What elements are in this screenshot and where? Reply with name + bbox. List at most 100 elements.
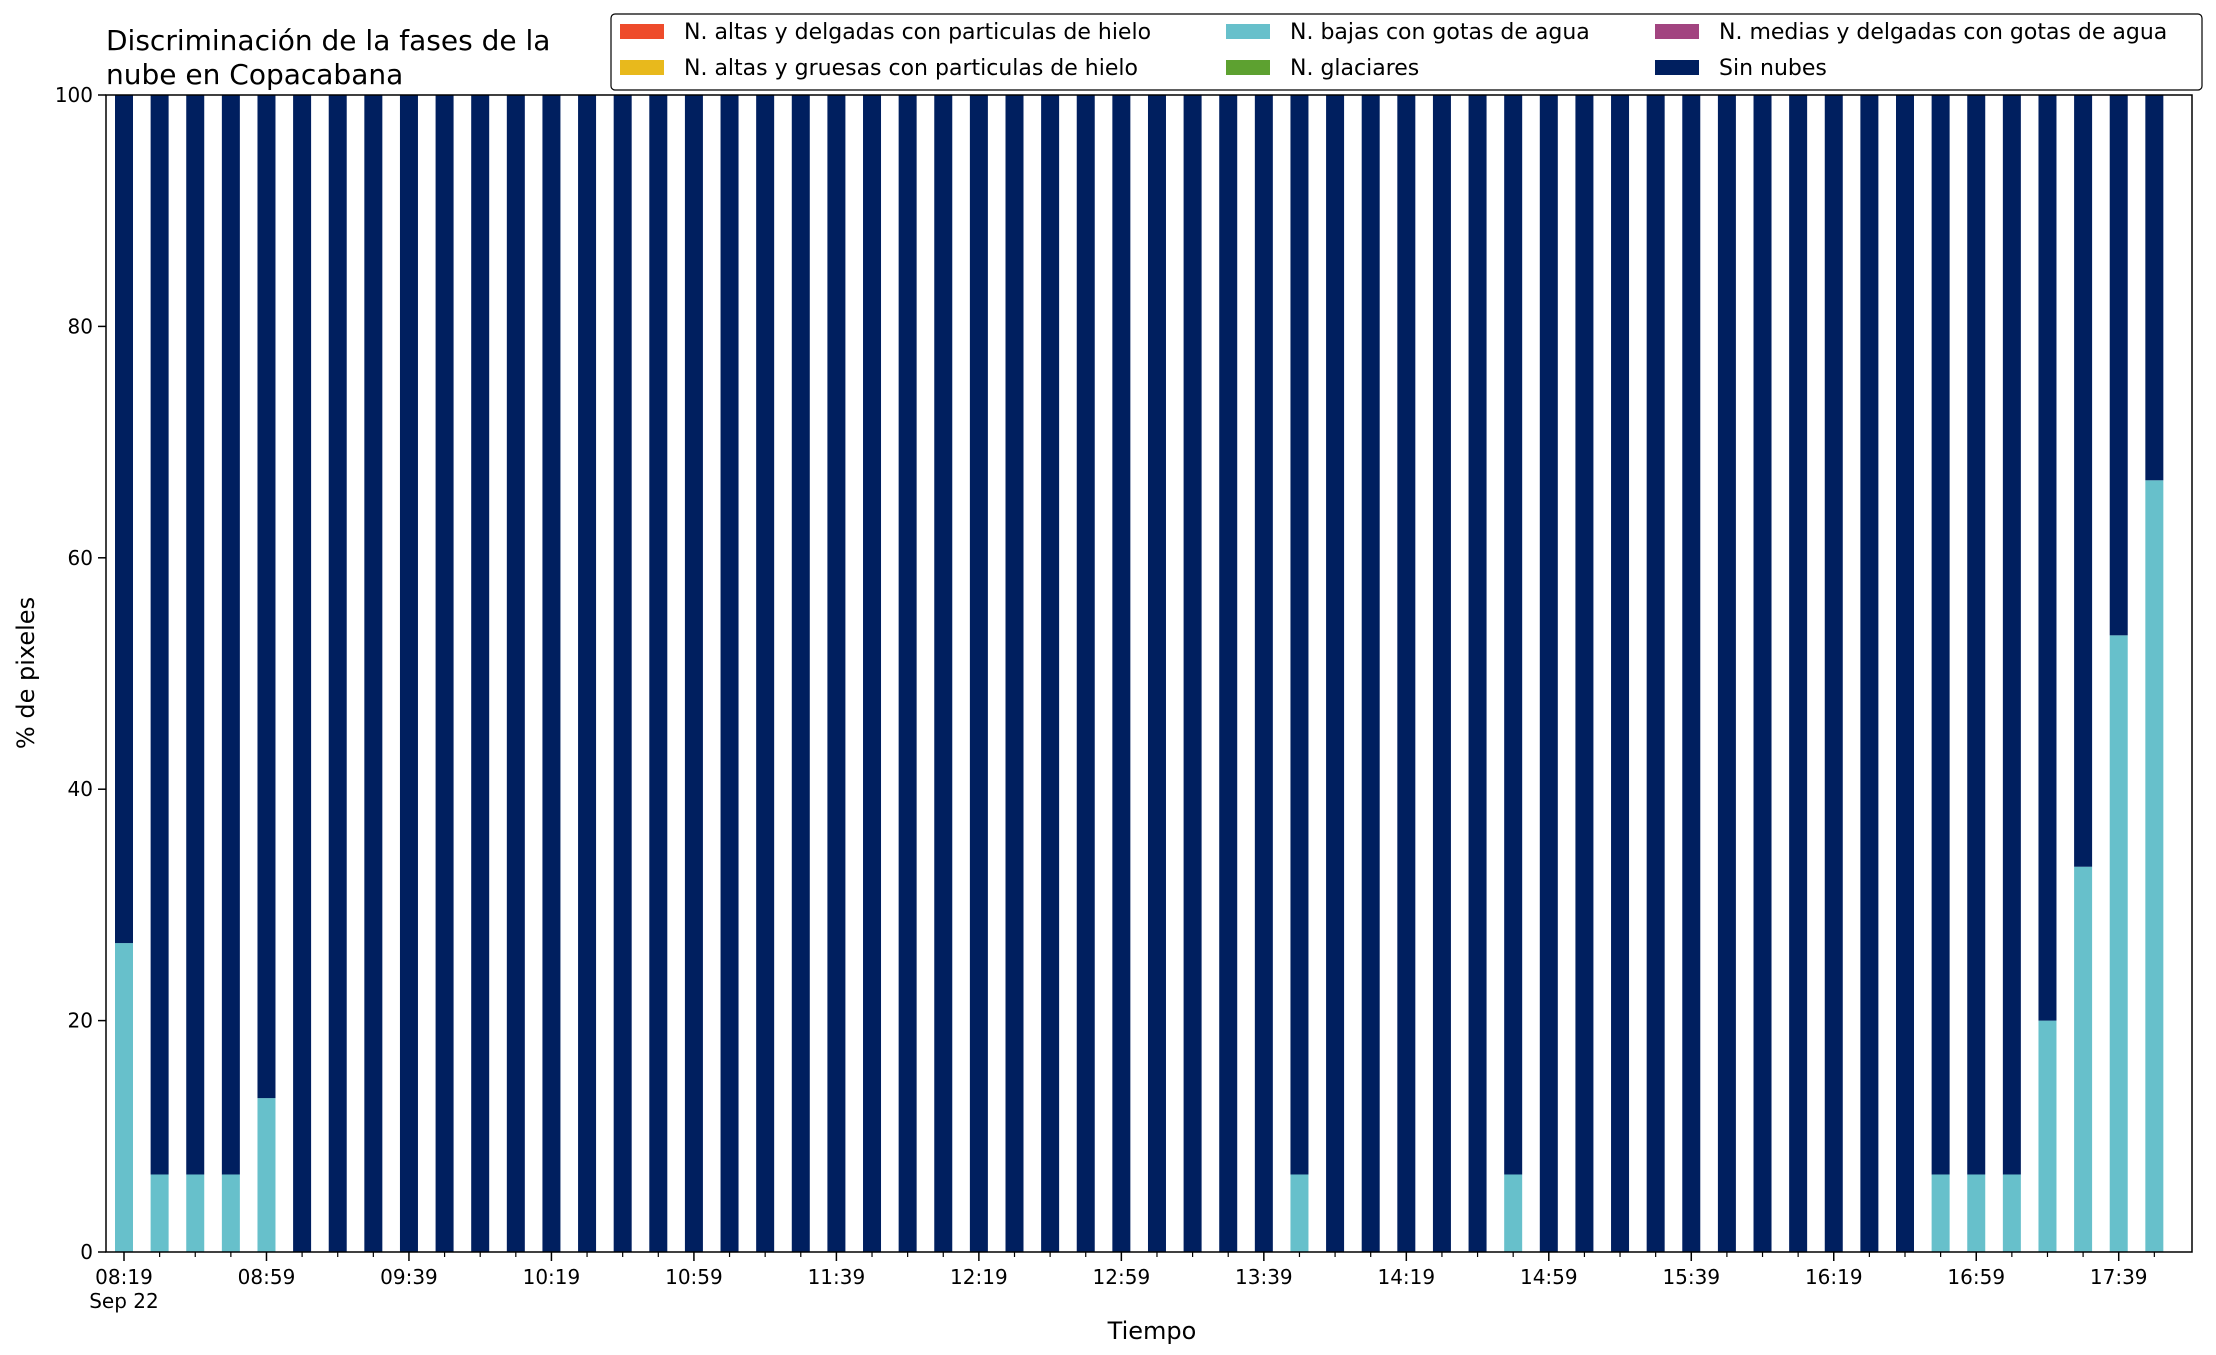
legend-label-1: N. altas y gruesas con particulas de hie… (684, 56, 1138, 81)
bar-segment-33-series-5 (1290, 95, 1309, 1175)
bar-segment-4-series-5 (257, 95, 276, 1099)
x-tick-label-12: 16:19 (1805, 1265, 1863, 1289)
bar-segment-18-series-5 (756, 95, 775, 1252)
bar-segment-3-series-5 (221, 95, 240, 1175)
bar-segment-56-series-2 (2109, 635, 2128, 1252)
x-tick-sublabel-0: Sep 22 (89, 1289, 159, 1313)
legend-label-3: N. glaciares (1290, 56, 1419, 81)
x-tick-label-1: 08:59 (238, 1265, 296, 1289)
y-tick-label-2: 40 (68, 777, 93, 801)
bar-segment-15-series-5 (649, 95, 668, 1252)
x-tick-label-8: 13:39 (1235, 1265, 1293, 1289)
bar-segment-10-series-5 (471, 95, 490, 1252)
bar-segment-14-series-5 (613, 95, 632, 1252)
y-tick-label-1: 20 (68, 1009, 93, 1033)
x-tick-label-9: 14:19 (1377, 1265, 1435, 1289)
bar-segment-55-series-5 (2074, 95, 2093, 867)
x-tick-label-6: 12:19 (950, 1265, 1008, 1289)
bar-segment-42-series-5 (1611, 95, 1630, 1252)
bar-segment-19-series-5 (791, 95, 810, 1252)
y-tick-label-5: 100 (55, 83, 93, 107)
bar-segment-43-series-5 (1646, 95, 1665, 1252)
x-tick-label-3: 10:19 (523, 1265, 581, 1289)
bar-segment-31-series-5 (1219, 95, 1238, 1252)
bar-segment-20-series-5 (827, 95, 846, 1252)
bar-segment-29-series-5 (1147, 95, 1166, 1252)
bar-segment-21-series-5 (863, 95, 882, 1252)
bar-segment-40-series-5 (1539, 95, 1558, 1252)
bar-segment-44-series-5 (1682, 95, 1701, 1252)
legend-swatch-1 (620, 60, 664, 75)
bar-segment-2-series-5 (186, 95, 205, 1175)
plot-frame (105, 94, 2193, 1253)
bar-segment-32-series-5 (1254, 95, 1273, 1252)
chart-title-line-2: nube en Copacabana (106, 58, 403, 91)
bar-segment-39-series-5 (1504, 95, 1523, 1175)
legend-frame (610, 13, 2203, 91)
bar-segment-36-series-5 (1397, 95, 1416, 1252)
bar-segment-25-series-5 (1005, 95, 1024, 1252)
y-tick-label-3: 60 (68, 546, 93, 570)
bar-segment-46-series-5 (1753, 95, 1772, 1252)
bar-segment-27-series-5 (1076, 95, 1095, 1252)
x-tick-label-4: 10:59 (665, 1265, 723, 1289)
bar-segment-3-series-2 (221, 1174, 240, 1252)
y-tick-label-4: 80 (68, 314, 93, 338)
x-tick-label-13: 16:59 (1947, 1265, 2005, 1289)
legend-label-2: N. bajas con gotas de agua (1290, 20, 1590, 45)
chart-title-line-1: Discriminación de la fases de la (106, 24, 550, 57)
legend-label-5: Sin nubes (1719, 56, 1827, 81)
bar-segment-2-series-2 (186, 1174, 205, 1252)
bar-segment-30-series-5 (1183, 95, 1202, 1252)
bar-segment-0-series-2 (115, 943, 133, 1252)
legend-swatch-5 (1655, 60, 1699, 75)
y-tick-label-0: 0 (80, 1240, 93, 1264)
bar-segment-51-series-5 (1931, 95, 1950, 1175)
bar-segment-54-series-5 (2038, 95, 2057, 1021)
bar-segment-26-series-5 (1041, 95, 1060, 1252)
bar-segment-13-series-5 (578, 95, 597, 1252)
x-tick-label-0: 08:19 (95, 1265, 153, 1289)
bar-segment-11-series-5 (506, 95, 525, 1252)
bar-segment-55-series-2 (2074, 866, 2093, 1252)
bar-segment-9-series-5 (435, 95, 454, 1252)
bar-segment-5-series-5 (293, 95, 312, 1252)
bars-layer (115, 95, 2164, 1252)
bar-segment-22-series-5 (898, 95, 917, 1252)
bar-segment-39-series-2 (1504, 1174, 1523, 1252)
bar-segment-54-series-2 (2038, 1020, 2057, 1252)
bar-segment-38-series-5 (1468, 95, 1487, 1252)
bar-segment-6-series-5 (328, 95, 347, 1252)
bar-segment-53-series-5 (2002, 95, 2021, 1175)
bar-segment-57-series-2 (2145, 480, 2164, 1252)
legend-swatch-2 (1226, 24, 1270, 39)
legend-swatch-3 (1226, 60, 1270, 75)
bar-segment-17-series-5 (720, 95, 739, 1252)
bar-segment-23-series-5 (934, 95, 953, 1252)
bar-segment-24-series-5 (969, 95, 988, 1252)
bar-segment-35-series-5 (1361, 95, 1380, 1252)
x-tick-label-7: 12:59 (1093, 1265, 1151, 1289)
legend-label-4: N. medias y delgadas con gotas de agua (1719, 20, 2167, 45)
x-tick-label-5: 11:39 (808, 1265, 866, 1289)
x-tick-label-10: 14:59 (1520, 1265, 1578, 1289)
bar-segment-37-series-5 (1432, 95, 1451, 1252)
legend-label-0: N. altas y delgadas con particulas de hi… (684, 20, 1151, 45)
bar-segment-48-series-5 (1824, 95, 1843, 1252)
bar-segment-45-series-5 (1717, 95, 1736, 1252)
x-tick-label-2: 09:39 (380, 1265, 438, 1289)
bar-segment-0-series-5 (115, 95, 133, 944)
bar-segment-34-series-5 (1326, 95, 1345, 1252)
y-axis: 0 20 40 60 80 100 (55, 83, 106, 1264)
bar-segment-7-series-5 (364, 95, 383, 1252)
bar-segment-1-series-5 (150, 95, 169, 1175)
bar-segment-50-series-5 (1896, 95, 1914, 1252)
bar-segment-41-series-5 (1575, 95, 1594, 1252)
bar-segment-1-series-2 (150, 1174, 169, 1252)
bar-segment-8-series-5 (399, 95, 418, 1252)
bar-segment-4-series-2 (257, 1098, 276, 1252)
bar-segment-16-series-5 (684, 95, 703, 1252)
x-tick-label-14: 17:39 (2090, 1265, 2148, 1289)
